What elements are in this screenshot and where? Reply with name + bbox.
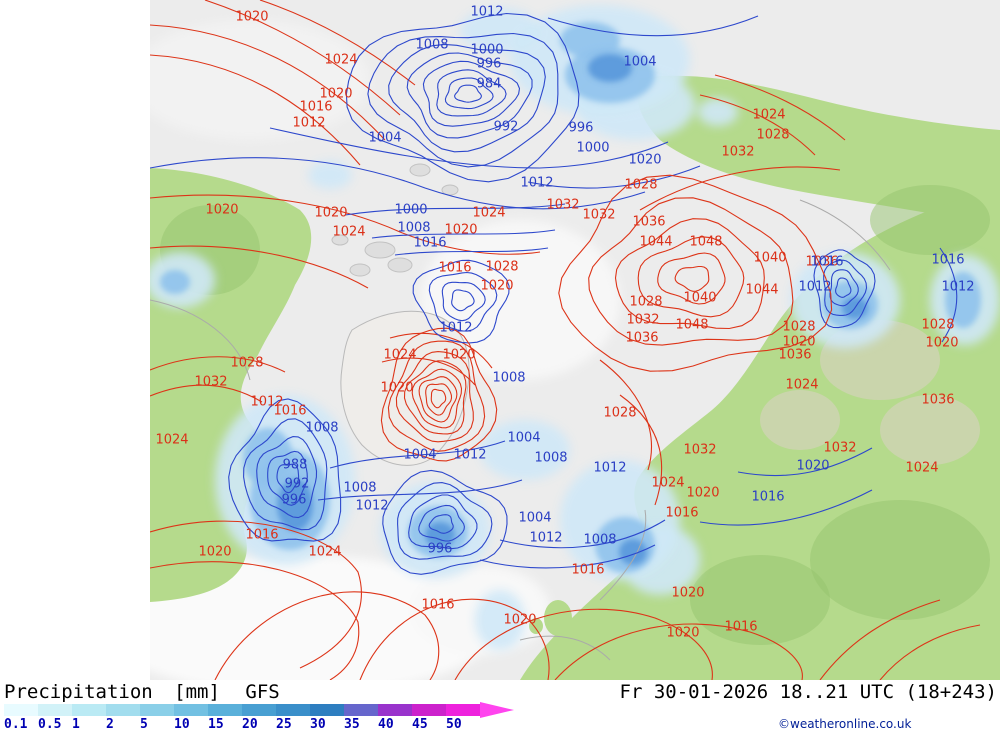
isobar-ring <box>267 450 308 506</box>
isobar-ring <box>588 197 794 346</box>
isobar-ring <box>451 289 475 312</box>
legend-segment <box>208 703 242 716</box>
isobar-ring <box>428 514 454 534</box>
isobar-ring <box>276 463 300 494</box>
legend-value: 2 <box>106 717 114 732</box>
isobar-ring <box>345 12 580 183</box>
isobar-ring <box>418 504 465 542</box>
legend-value: 40 <box>378 717 394 732</box>
isobar-ring <box>380 327 498 462</box>
isobar-ring <box>425 383 453 416</box>
legend-segment <box>106 703 140 716</box>
pressure-rings-layer <box>228 12 876 575</box>
isobar-ring <box>637 236 745 318</box>
legend-value: 1 <box>72 717 80 732</box>
legend-segment <box>446 703 480 716</box>
legend-value: 15 <box>208 717 224 732</box>
legend-segment <box>412 703 446 716</box>
legend-segment <box>4 703 38 716</box>
isobar-ring <box>657 252 726 305</box>
forest-texture-layer <box>160 185 990 645</box>
landmass-ireland <box>529 618 543 634</box>
isobar-ring <box>412 259 510 344</box>
legend-value: 0.5 <box>38 717 62 732</box>
isobar-ring <box>382 469 508 575</box>
legend-segment <box>344 703 378 716</box>
isobar-ring <box>418 376 458 423</box>
isobar-ring <box>408 494 478 550</box>
coastline-layer <box>150 199 891 661</box>
legend-value: 30 <box>310 717 326 732</box>
isobar-ring <box>411 368 463 429</box>
blue-isobar-layer <box>150 15 958 569</box>
legend-segment <box>276 703 310 716</box>
isobar-ring <box>367 32 559 168</box>
isobar-ring <box>422 60 521 127</box>
valid-datetime: Fr 30-01-2026 18..21 UTC (18+243) <box>619 681 998 703</box>
legend-segment <box>38 703 72 716</box>
legend-segment <box>310 703 344 716</box>
isobar-ring <box>823 259 868 316</box>
legend-value: 45 <box>412 717 428 732</box>
isobar-ring <box>395 351 474 443</box>
isobar-ring <box>444 77 494 110</box>
legend-segment <box>140 703 174 716</box>
legend-value: 20 <box>242 717 258 732</box>
archipelago-layer <box>331 163 459 277</box>
isobar-ring <box>428 271 498 332</box>
title-model: GFS <box>245 681 280 703</box>
legend-color-bar <box>4 701 514 718</box>
legend-segment <box>72 703 106 716</box>
isobar-ring <box>403 360 467 435</box>
precipitation-legend: 0.1 0.5 1 2 5 10 15 20 25 30 35 40 45 50 <box>4 701 514 732</box>
isobar-ring <box>835 277 852 298</box>
title-unit: [mm] <box>174 681 220 703</box>
weather-map: 1020 1024 1020 1016 1012 1020 1020 1024 1024 1020… <box>150 0 1000 680</box>
legend-segment <box>174 703 208 716</box>
legend-segment <box>242 703 276 716</box>
isobar-ring <box>558 174 833 372</box>
legend-value: 10 <box>174 717 190 732</box>
legend-value: 0.1 <box>4 717 28 732</box>
footer: Precipitation [mm] GFS Fr 30-01-2026 18.… <box>0 680 1000 733</box>
landmass-island-2 <box>739 103 751 113</box>
map-title: Precipitation [mm] GFS <box>4 681 280 703</box>
legend-value-labels: 0.1 0.5 1 2 5 10 15 20 25 30 35 40 45 50 <box>4 717 514 732</box>
isobar-ring <box>387 340 486 452</box>
title-parameter: Precipitation <box>4 681 153 703</box>
isobar-ring <box>228 398 342 542</box>
isobar-ring <box>829 269 859 307</box>
legend-arrow-icon <box>480 701 514 718</box>
map-canvas <box>150 0 1000 680</box>
legend-value: 50 <box>446 717 462 732</box>
legend-segment <box>378 703 412 716</box>
precipitation-layer <box>150 5 1000 650</box>
isobar-ring <box>243 418 328 531</box>
isobar-ring <box>614 218 765 330</box>
isobar-ring <box>388 43 546 153</box>
isobar-ring <box>454 84 482 103</box>
isobar-ring <box>674 265 710 292</box>
legend-value: 25 <box>276 717 292 732</box>
isobar-ring <box>441 281 486 322</box>
isobar-ring <box>813 249 876 329</box>
isobar-ring <box>430 388 447 409</box>
isobar-ring <box>256 436 318 519</box>
landmass-britain <box>544 600 572 636</box>
isobar-ring <box>436 69 507 117</box>
isobar-ring <box>406 52 533 139</box>
legend-value: 5 <box>140 717 148 732</box>
isobar-ring <box>397 482 493 560</box>
copyright-link[interactable]: ©weatheronline.co.uk <box>778 717 912 731</box>
legend-value: 35 <box>344 717 360 732</box>
